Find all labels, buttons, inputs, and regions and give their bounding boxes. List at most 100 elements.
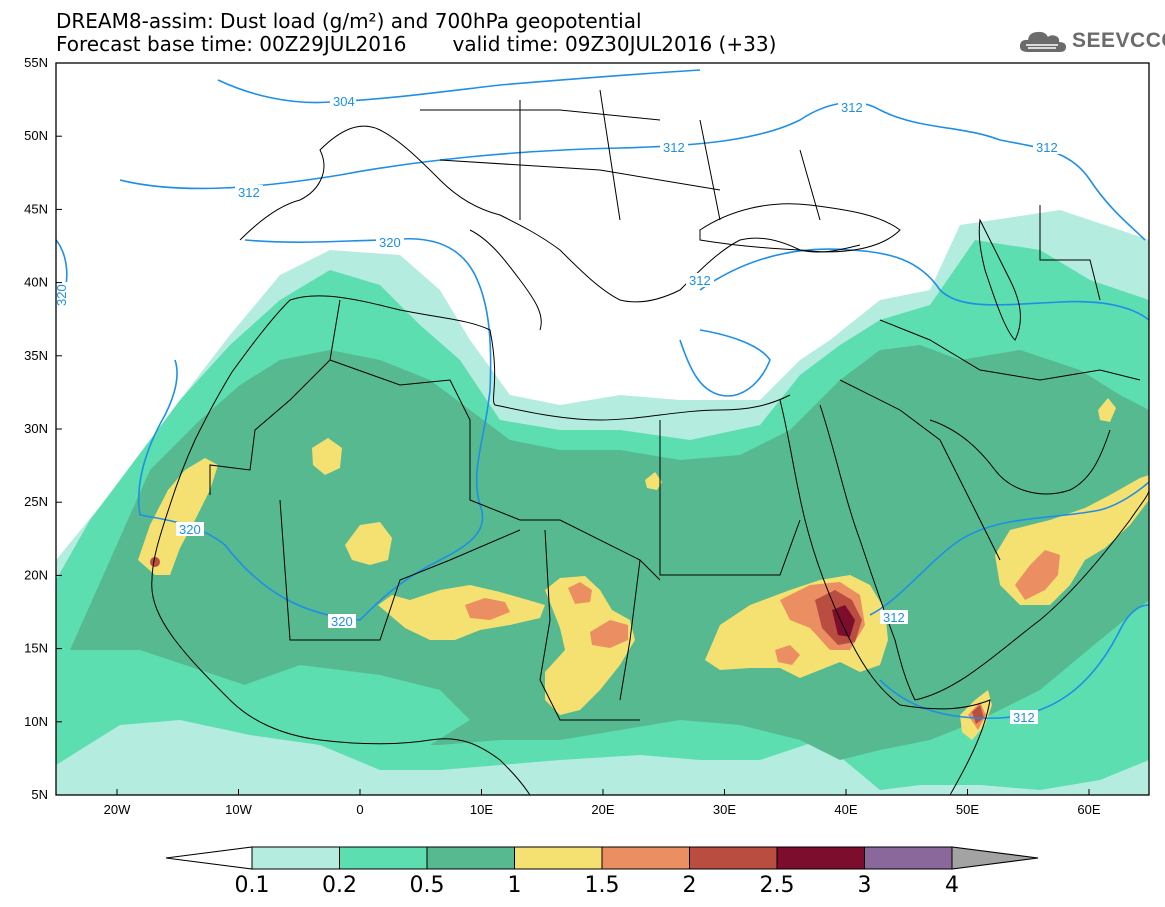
contour-label: 304 xyxy=(330,94,356,109)
svg-text:320: 320 xyxy=(379,235,401,250)
cloud-icon xyxy=(1019,31,1066,52)
border-10 xyxy=(519,89,821,221)
border-6 xyxy=(619,559,641,701)
lat-tick-label: 45N xyxy=(24,201,48,216)
coast-north-africa xyxy=(289,295,791,421)
coast-caspian xyxy=(978,218,1021,341)
colorbar-segment xyxy=(689,846,778,870)
dust-level-0.2-patch-sahel xyxy=(230,665,470,745)
contour-label: 320 xyxy=(176,522,204,537)
lon-tick-label: 50E xyxy=(956,802,979,817)
contour-label-group: 304 312 312 312 320 312 312 320 320 312 … xyxy=(54,94,1061,725)
colorbar-segment xyxy=(251,846,340,870)
svg-text:312: 312 xyxy=(1013,710,1035,725)
contour-312-east xyxy=(699,248,1149,321)
border-9 xyxy=(879,319,1141,381)
contour-label: 312 xyxy=(235,185,263,200)
svg-text:312: 312 xyxy=(883,610,905,625)
latitude-axis: 55N 50N 45N 40N 35N 30N 25N 20N 15N 10N 5N xyxy=(24,55,62,802)
coast-gulf xyxy=(929,419,1111,495)
lat-tick-label: 20N xyxy=(24,567,48,582)
dust-level-2-somalia xyxy=(972,705,984,724)
contour-312-med xyxy=(679,329,771,397)
lat-tick-label: 30N xyxy=(24,421,48,436)
svg-text:312: 312 xyxy=(841,100,863,115)
dust-level-1-mauritania xyxy=(138,458,218,575)
geopotential-contours xyxy=(56,69,1149,720)
svg-text:312: 312 xyxy=(689,273,711,288)
colorbar-max-arrow xyxy=(951,846,1039,870)
dust-level-1.5-niger xyxy=(465,598,510,620)
colorbar-label: 0.1 xyxy=(235,873,270,898)
colorbar-label: 3 xyxy=(858,873,872,898)
svg-text:320: 320 xyxy=(179,522,201,537)
dust-level-1.5-chad xyxy=(568,582,628,648)
border-7 xyxy=(839,379,1001,561)
contour-label: 312 xyxy=(880,610,908,625)
lat-tick-label: 50N xyxy=(24,128,48,143)
contour-label: 320 xyxy=(376,235,404,250)
contour-320-iberia xyxy=(137,237,492,621)
colorbar-segment xyxy=(601,846,690,870)
contour-label: 312 xyxy=(1010,710,1038,725)
contour-312-arabia xyxy=(869,481,1149,616)
colorbar-label: 1 xyxy=(508,873,522,898)
contour-label: 320 xyxy=(54,282,70,306)
svg-text:320: 320 xyxy=(331,614,353,629)
contour-304 xyxy=(217,69,701,104)
svg-text:320: 320 xyxy=(54,284,69,306)
contour-label: 312 xyxy=(660,140,688,155)
valid-time: valid time: 09Z30JUL2016 (+33) xyxy=(452,32,777,56)
dust-level-2-mauritania xyxy=(150,557,160,567)
colorbar-label: 1.5 xyxy=(585,873,620,898)
lat-tick-label: 25N xyxy=(24,494,48,509)
colorbar-label: 2 xyxy=(683,873,697,898)
lon-tick-label: 0 xyxy=(356,802,363,817)
colorbar-segment xyxy=(776,846,865,870)
dust-level-1-chad xyxy=(545,576,635,715)
svg-text:312: 312 xyxy=(238,185,260,200)
colorbar-label: 0.5 xyxy=(410,873,445,898)
lat-tick-label: 55N xyxy=(24,55,48,70)
lon-tick-label: 20W xyxy=(104,802,131,817)
colorbar: 0.1 0.2 0.5 1 1.5 2 2.5 3 4 xyxy=(165,846,1039,898)
lon-tick-label: 30E xyxy=(713,802,736,817)
lon-tick-label: 60E xyxy=(1077,802,1100,817)
coast-italy xyxy=(469,229,542,331)
lon-tick-label: 10E xyxy=(470,802,493,817)
colorbar-segment xyxy=(864,846,953,870)
border-11 xyxy=(420,109,721,191)
lon-tick-label: 20E xyxy=(591,802,614,817)
coast-red-sea-west xyxy=(779,399,901,706)
border-3 xyxy=(279,499,521,641)
coast-europe xyxy=(239,125,861,303)
lat-tick-label: 15N xyxy=(24,641,48,656)
border-8 xyxy=(1039,205,1101,301)
map-plot-area: 304 312 312 312 320 312 312 320 320 312 … xyxy=(54,63,1149,795)
colorbar-segment xyxy=(339,846,428,870)
dust-level-1-iran xyxy=(1098,398,1116,422)
dust-shading xyxy=(56,210,1149,795)
contour-label: 320 xyxy=(328,614,356,629)
svg-text:304: 304 xyxy=(333,94,355,109)
contour-312-gulfaden xyxy=(879,604,1149,720)
lat-tick-label: 5N xyxy=(31,787,48,802)
dust-level-1.5-oman xyxy=(1015,550,1060,600)
border-4 xyxy=(659,420,801,576)
base-time: Forecast base time: 00Z29JUL2016 xyxy=(56,32,407,56)
coast-west-africa xyxy=(151,299,531,795)
contour-312-north xyxy=(119,101,1146,241)
longitude-axis: 20W 10W 0 10E 20E 30E 40E 50E 60E xyxy=(104,789,1101,817)
coast-red-sea-east xyxy=(819,404,916,701)
svg-text:312: 312 xyxy=(663,140,685,155)
contour-label: 312 xyxy=(838,100,866,115)
coast-horn xyxy=(899,699,991,795)
lon-tick-label: 40E xyxy=(834,802,857,817)
border-2 xyxy=(329,359,661,581)
lat-tick-label: 10N xyxy=(24,714,48,729)
colorbar-min-arrow xyxy=(165,846,253,870)
contour-label: 312 xyxy=(1033,140,1061,155)
contour-label: 312 xyxy=(686,273,714,288)
coastlines-and-borders xyxy=(151,89,1149,795)
